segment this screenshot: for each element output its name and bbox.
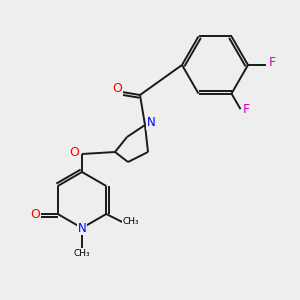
Text: CH₃: CH₃ — [74, 250, 90, 259]
Text: O: O — [30, 208, 40, 220]
Text: N: N — [78, 221, 86, 235]
Text: F: F — [243, 103, 250, 116]
Text: O: O — [112, 82, 122, 95]
Text: F: F — [268, 56, 276, 70]
Text: O: O — [69, 146, 79, 160]
Text: N: N — [147, 116, 155, 130]
Text: CH₃: CH₃ — [123, 218, 140, 226]
